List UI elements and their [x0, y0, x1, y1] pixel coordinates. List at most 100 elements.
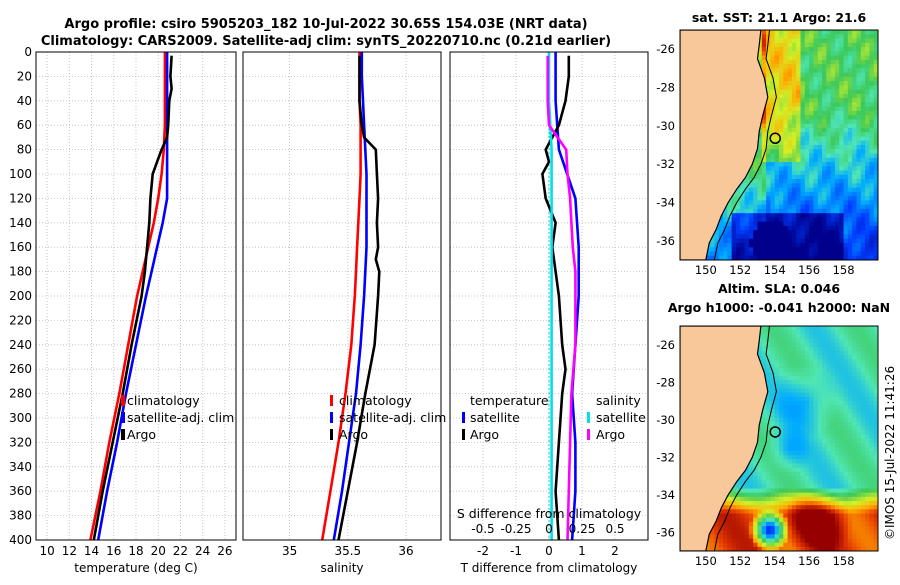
- map-cell: [792, 217, 797, 222]
- map-cell: [861, 209, 866, 214]
- map-cell: [848, 539, 853, 544]
- map-cell: [856, 145, 861, 150]
- map-cell: [839, 493, 844, 498]
- map-cell: [809, 188, 814, 193]
- map-cell: [783, 102, 788, 107]
- map-cell: [805, 222, 810, 227]
- map-cell: [757, 200, 762, 205]
- map-cell: [856, 230, 861, 235]
- map-cell: [818, 455, 823, 460]
- map-cell: [844, 166, 849, 171]
- map-cell: [783, 115, 788, 120]
- map-cell: [766, 166, 771, 171]
- map-cell: [745, 217, 750, 222]
- map-cell: [801, 472, 806, 477]
- map-cell: [813, 243, 818, 248]
- map-cell: [826, 434, 831, 439]
- map-cell: [861, 468, 866, 473]
- map-cell: [770, 145, 775, 150]
- map-cell: [732, 518, 737, 523]
- map-cell: [757, 505, 762, 510]
- map-cell: [779, 401, 784, 406]
- map-cell: [796, 43, 801, 48]
- map-cell: [844, 397, 849, 402]
- map-cell: [839, 426, 844, 431]
- map-cell: [839, 73, 844, 78]
- map-cell: [796, 459, 801, 464]
- map-cell: [839, 43, 844, 48]
- map-cell: [835, 234, 840, 239]
- map-cell: [861, 171, 866, 176]
- map-cell: [766, 188, 771, 193]
- map-cell: [856, 522, 861, 527]
- map-cell: [826, 179, 831, 184]
- map-cell: [856, 34, 861, 39]
- map-cell: [831, 393, 836, 398]
- map-cell: [861, 136, 866, 141]
- map-cell: [861, 426, 866, 431]
- map-cell: [839, 56, 844, 61]
- map-cell: [856, 85, 861, 90]
- map-cell: [770, 455, 775, 460]
- map-cell: [852, 505, 857, 510]
- map-cell: [852, 464, 857, 469]
- map-cell: [745, 543, 750, 548]
- map-cell: [788, 47, 793, 52]
- map-cell: [809, 426, 814, 431]
- map-cell: [783, 347, 788, 352]
- map-cell: [852, 489, 857, 494]
- map-cell: [813, 149, 818, 154]
- map-cell: [783, 505, 788, 510]
- map-cell: [809, 459, 814, 464]
- map-cell: [762, 426, 767, 431]
- map-cell: [818, 196, 823, 201]
- map-cell: [762, 39, 767, 44]
- map-cell: [801, 166, 806, 171]
- map-cell: [809, 530, 814, 535]
- map-cell: [788, 166, 793, 171]
- map-cell: [788, 124, 793, 129]
- map-cell: [766, 205, 771, 210]
- map-cell: [822, 430, 827, 435]
- map-cell: [762, 539, 767, 544]
- map-cell: [775, 509, 780, 514]
- map-cell: [796, 405, 801, 410]
- map-cell: [805, 334, 810, 339]
- map-cell: [783, 196, 788, 201]
- map-cell: [805, 119, 810, 124]
- map-cell: [766, 192, 771, 197]
- map-cell: [788, 247, 793, 252]
- map-cell: [788, 51, 793, 56]
- map-cell: [818, 509, 823, 514]
- y-tick-label: 0: [24, 45, 32, 59]
- map-cell: [736, 522, 741, 527]
- map-cell: [710, 534, 715, 539]
- map-cell: [736, 505, 741, 510]
- map-cell: [848, 217, 853, 222]
- map-cell: [848, 115, 853, 120]
- map-cell: [809, 90, 814, 95]
- x-tick-label: 35: [282, 544, 297, 558]
- map-cell: [770, 326, 775, 331]
- map-cell: [792, 196, 797, 201]
- map-cell: [801, 247, 806, 252]
- map-cell: [835, 128, 840, 133]
- map-cell: [805, 518, 810, 523]
- map-cell: [805, 422, 810, 427]
- map-cell: [809, 158, 814, 163]
- map-cell: [796, 90, 801, 95]
- map-cell: [839, 376, 844, 381]
- map-cell: [844, 102, 849, 107]
- map-cell: [818, 414, 823, 419]
- map-cell: [775, 489, 780, 494]
- map-cell: [762, 243, 767, 248]
- map-cell: [835, 47, 840, 52]
- map-cell: [835, 119, 840, 124]
- map-cell: [835, 501, 840, 506]
- map-cell: [736, 526, 741, 531]
- map-y-tick-label: -32: [656, 157, 675, 171]
- map-cell: [826, 188, 831, 193]
- map-cell: [796, 81, 801, 86]
- map-cell: [835, 243, 840, 248]
- map-cell: [801, 179, 806, 184]
